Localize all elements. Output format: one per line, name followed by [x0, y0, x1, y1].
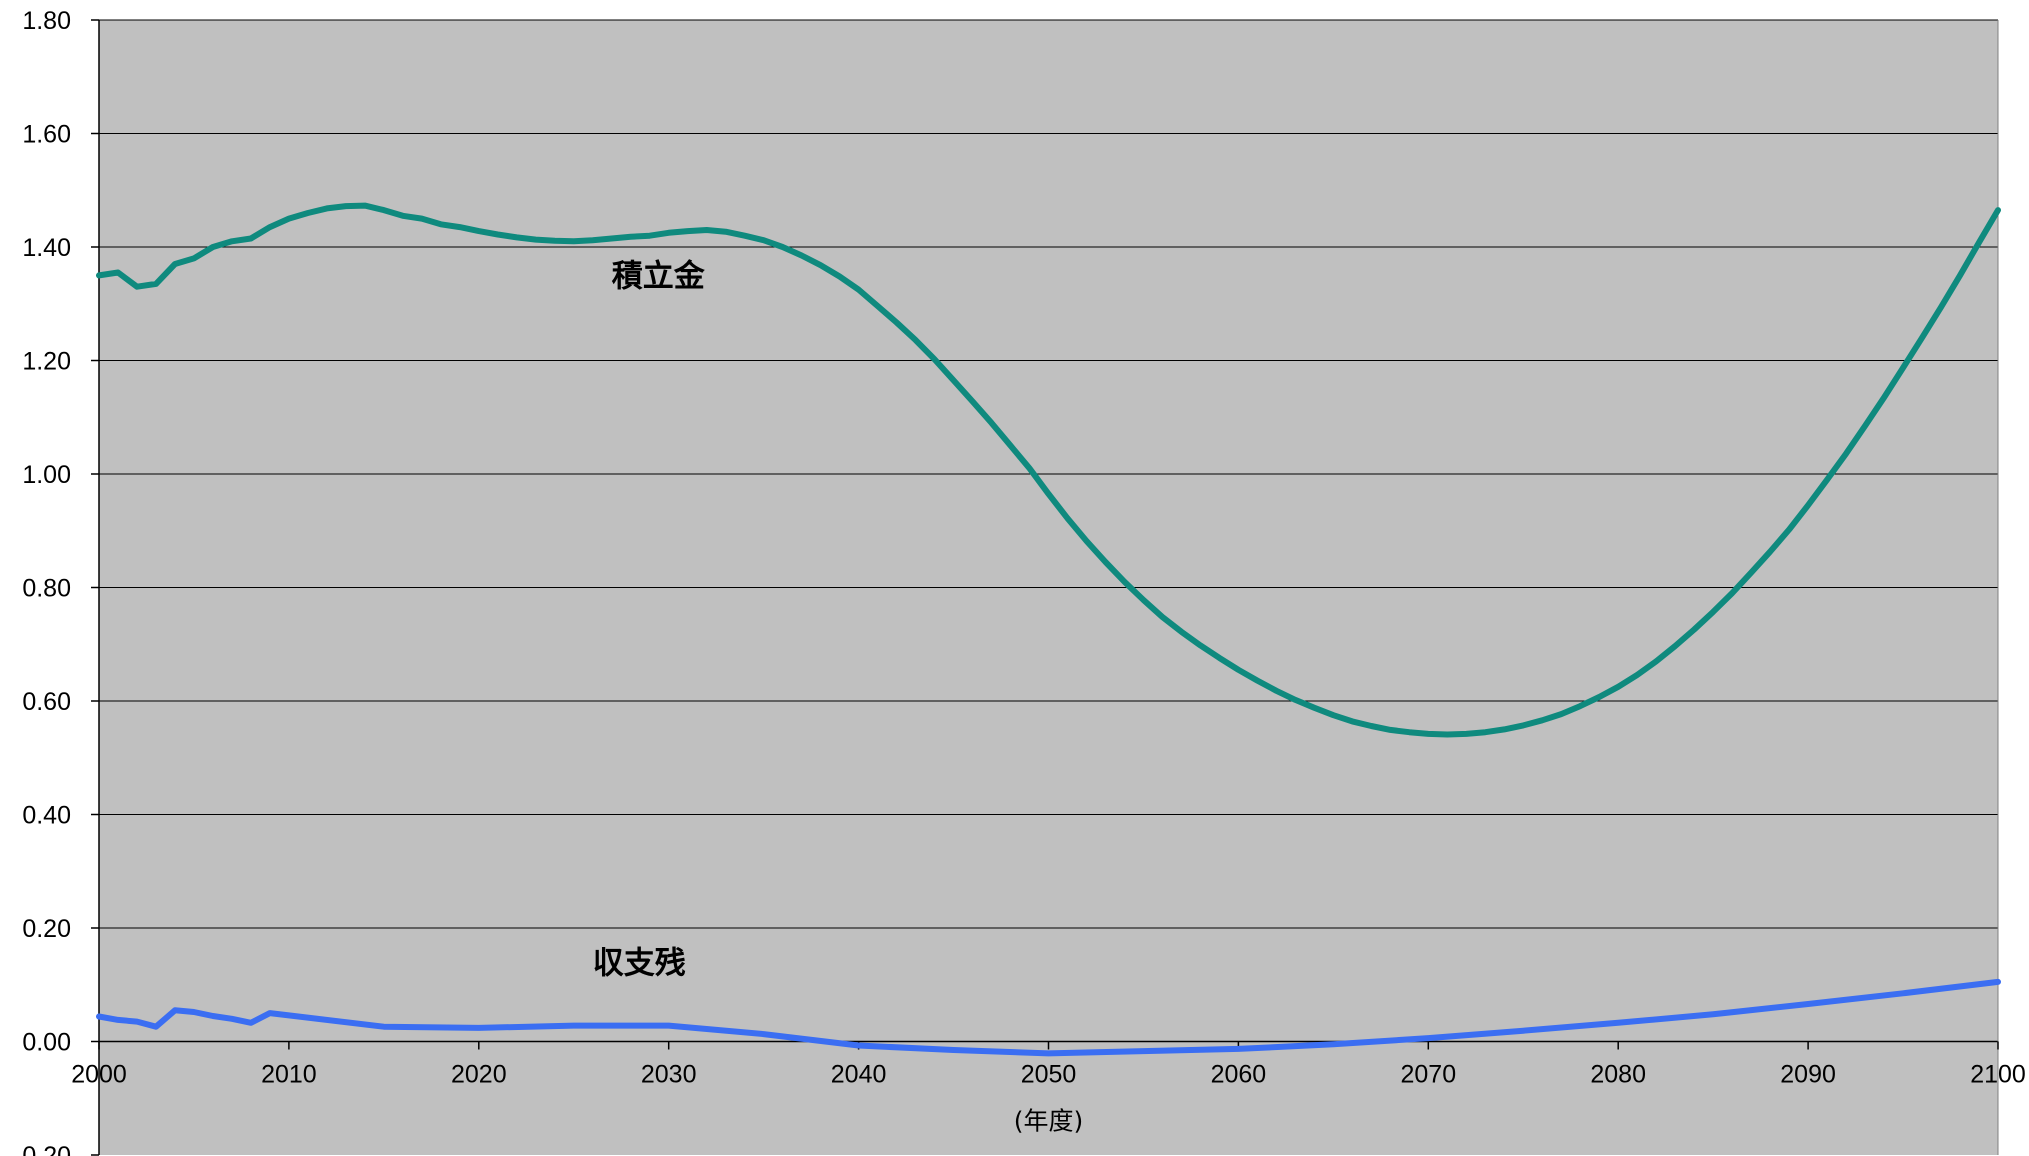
series-lines — [96, 202, 2001, 1057]
x-tick-label: 2020 — [451, 1061, 507, 1089]
x-tick-label: 2050 — [1021, 1061, 1077, 1089]
y-tick-labels: -0.20 0.00 0.20 0.40 0.60 0.80 1.00 1.20 1.40 1.6… — [14, 7, 71, 1156]
x-tick-label: 2030 — [641, 1061, 697, 1089]
y-tick-label: 0.60 — [22, 688, 71, 716]
y-tick-label: 0.00 — [22, 1029, 71, 1057]
x-tick-label: 2090 — [1780, 1061, 1836, 1089]
x-tick-labels: 2000 2010 2020 2030 2040 2050 2060 2070 2080 2090… — [71, 1061, 2026, 1089]
x-tick-label: 2100 — [1970, 1061, 2026, 1089]
series-label: 積立金 — [612, 259, 706, 295]
axes — [91, 19, 1999, 1156]
x-tick-label: 2070 — [1400, 1061, 1456, 1089]
y-tick-label: -0.20 — [14, 1142, 71, 1156]
y-tick-label: 1.20 — [22, 348, 71, 376]
series-label: 収支残 — [593, 945, 686, 981]
y-tick-label: 1.60 — [22, 121, 71, 149]
x-tick-label: 2060 — [1211, 1061, 1267, 1089]
gridlines — [99, 19, 1998, 1042]
x-tick-label: 2010 — [261, 1061, 317, 1089]
y-tick-label: 0.80 — [22, 575, 71, 603]
y-tick-label: 0.20 — [22, 915, 71, 943]
series-line-2 — [96, 978, 2001, 1057]
y-tick-label: 1.40 — [22, 234, 71, 262]
x-tick-label: 2080 — [1590, 1061, 1646, 1089]
x-tick-label: 2000 — [71, 1061, 127, 1089]
x-tick-label: 2040 — [831, 1061, 887, 1089]
y-tick-label: 1.00 — [22, 461, 71, 489]
y-tick-label: 1.80 — [22, 7, 71, 35]
y-tick-label: 0.40 — [22, 802, 71, 830]
x-axis-title: (年度) — [1014, 1107, 1084, 1136]
series-line-1 — [96, 202, 2001, 738]
